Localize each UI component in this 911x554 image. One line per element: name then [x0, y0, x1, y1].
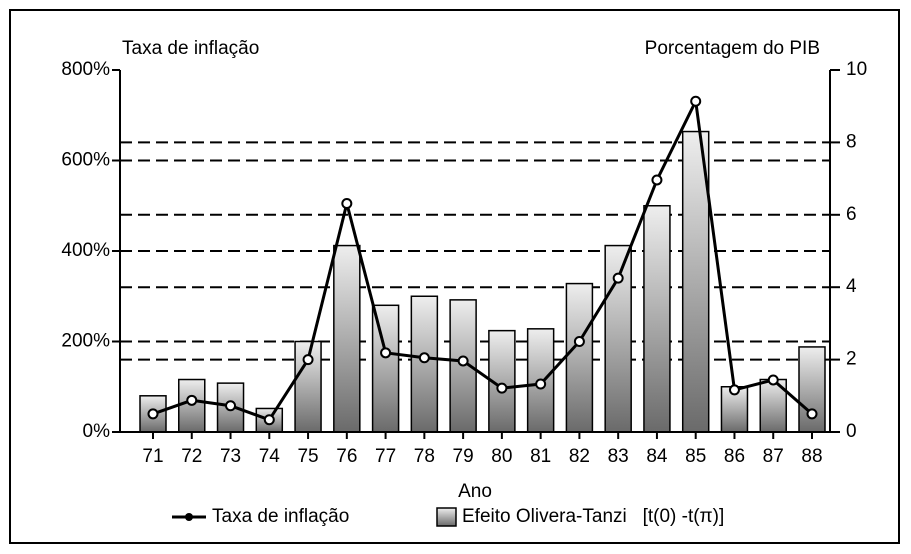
legend-label: Taxa de inflação	[212, 506, 349, 527]
point	[302, 354, 314, 366]
bar	[410, 295, 439, 433]
frame	[9, 9, 900, 544]
point	[690, 95, 702, 107]
y2-tick-label: 2	[846, 349, 857, 370]
y-tick-label: 200%	[61, 331, 110, 352]
point	[806, 408, 818, 420]
x-tick-label: 82	[569, 446, 590, 467]
point	[418, 352, 430, 364]
y-tick-label: 600%	[61, 150, 110, 171]
y2-tick-label: 8	[846, 131, 857, 152]
x-tick-label: 79	[453, 446, 474, 467]
x-tick-label: 87	[763, 446, 784, 467]
bar	[371, 304, 400, 433]
line	[152, 96, 813, 422]
x-tick-label: 71	[142, 446, 163, 467]
y-tick-label: 400%	[61, 240, 110, 261]
x-tick-label: 75	[297, 446, 318, 467]
bar	[681, 130, 710, 433]
y2-tick-label: 4	[846, 276, 857, 297]
point	[767, 374, 779, 386]
point	[186, 394, 198, 406]
point	[496, 382, 508, 394]
legend-label: Efeito Olivera-Tanzi [t(0) -t(π)]	[462, 506, 724, 527]
point	[380, 347, 392, 359]
point	[457, 355, 469, 367]
x-tick-label: 72	[181, 446, 202, 467]
point	[573, 336, 585, 347]
point	[728, 384, 740, 396]
x-tick-label: 76	[336, 446, 357, 467]
y-axis-label: Taxa de inflação	[122, 38, 259, 59]
y-tick-label: 800%	[61, 59, 110, 80]
y2-axis-label: Porcentagem do PIB	[645, 38, 820, 59]
point	[225, 400, 237, 412]
x-tick-label: 78	[414, 446, 435, 467]
point	[651, 174, 663, 186]
point	[612, 272, 624, 284]
x-tick-label: 77	[375, 446, 396, 467]
bar	[720, 386, 749, 433]
point	[147, 408, 159, 420]
x-tick-label: 84	[646, 446, 668, 467]
x-tick-label: 81	[530, 446, 551, 467]
point	[263, 414, 275, 426]
x-tick-label: 86	[724, 446, 745, 467]
x-tick-label: 88	[801, 446, 822, 467]
x-tick-label: 73	[220, 446, 241, 467]
bar	[643, 205, 671, 433]
bar	[333, 244, 361, 433]
bar	[565, 282, 594, 433]
legend-swatch	[185, 513, 193, 521]
y-tick-label: 0%	[83, 421, 111, 442]
x-tick-label: 74	[259, 446, 281, 467]
point	[341, 197, 353, 209]
y2-tick-label: 6	[846, 204, 857, 225]
point	[535, 378, 547, 390]
x-axis-label: Ano	[458, 481, 492, 502]
y2-tick-label: 0	[846, 421, 857, 442]
legend-swatch	[436, 507, 457, 527]
x-tick-label: 85	[685, 446, 706, 467]
x-tick-label: 80	[491, 446, 512, 467]
y2-tick-label: 10	[846, 59, 867, 80]
x-tick-label: 83	[608, 446, 629, 467]
